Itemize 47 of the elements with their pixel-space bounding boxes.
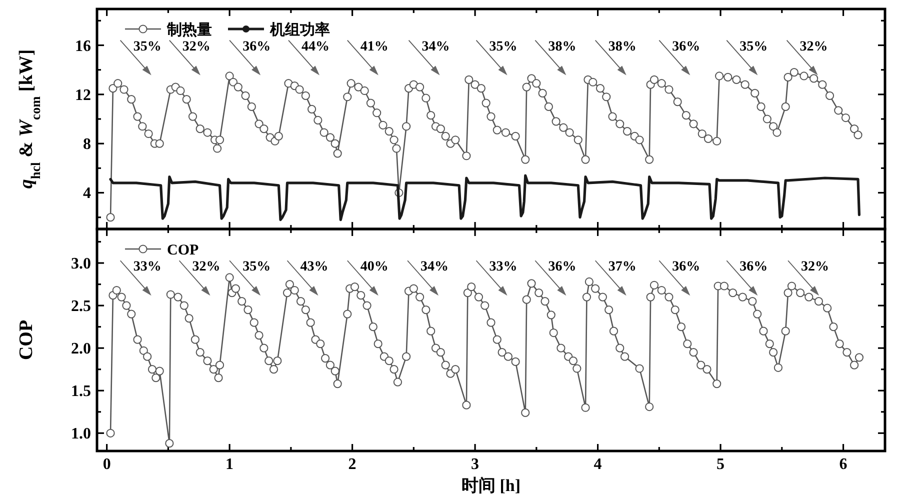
annotation: 37% bbox=[608, 260, 636, 275]
annotation: 34% bbox=[422, 39, 450, 54]
y-tick-label: 12 bbox=[75, 86, 91, 104]
annotation: 38% bbox=[548, 39, 576, 54]
x-tick-label: 4 bbox=[594, 456, 602, 473]
annotation: 36% bbox=[740, 260, 768, 275]
x-tick-label: 3 bbox=[471, 456, 480, 473]
annotation: 32% bbox=[192, 260, 220, 275]
annotation: 35% bbox=[740, 39, 768, 54]
annotation: 36% bbox=[672, 39, 700, 54]
annotation: 35% bbox=[242, 260, 271, 275]
x-axis-title: 时间 [h] bbox=[461, 476, 521, 495]
annotation: 35% bbox=[489, 39, 518, 54]
y-tick-label: 16 bbox=[75, 38, 91, 55]
y-tick-label: 2.5 bbox=[71, 298, 91, 316]
annotation: 33% bbox=[133, 260, 162, 275]
line-series bbox=[109, 174, 861, 222]
annotation: 32% bbox=[801, 260, 830, 275]
annotation: 44% bbox=[301, 39, 330, 54]
annotation: 34% bbox=[420, 260, 449, 275]
y-tick-label: 1.5 bbox=[71, 383, 91, 400]
y-tick-label: 3.0 bbox=[71, 256, 91, 273]
annotation: 36% bbox=[548, 260, 576, 275]
y-axis-title: COP bbox=[16, 320, 37, 360]
annotation: 41% bbox=[360, 39, 388, 54]
annotation: 35% bbox=[133, 39, 162, 54]
y-tick-label: 2.0 bbox=[71, 340, 91, 358]
annotation: 40% bbox=[360, 260, 388, 275]
x-tick-label: 0 bbox=[102, 456, 111, 473]
legend-label: 制热量 bbox=[166, 22, 212, 38]
annotation: 33% bbox=[489, 260, 518, 275]
x-tick-label: 6 bbox=[839, 456, 848, 473]
annotation: 36% bbox=[672, 260, 700, 275]
annotation: 32% bbox=[800, 39, 828, 54]
x-tick-label: 1 bbox=[226, 456, 234, 473]
y-tick-label: 8 bbox=[83, 136, 91, 154]
annotation: 38% bbox=[608, 39, 636, 54]
legend-label: COP bbox=[167, 242, 199, 258]
x-tick-label: 5 bbox=[716, 456, 725, 473]
legend: COP bbox=[125, 242, 199, 258]
annotation: 43% bbox=[300, 260, 328, 275]
annotation: 32% bbox=[182, 39, 210, 54]
y-tick-label: 4 bbox=[83, 185, 91, 202]
y-tick-label: 1.0 bbox=[71, 426, 91, 443]
legend-label: 机组功率 bbox=[269, 20, 330, 38]
x-tick-label: 2 bbox=[348, 456, 356, 473]
annotation: 36% bbox=[242, 39, 271, 54]
